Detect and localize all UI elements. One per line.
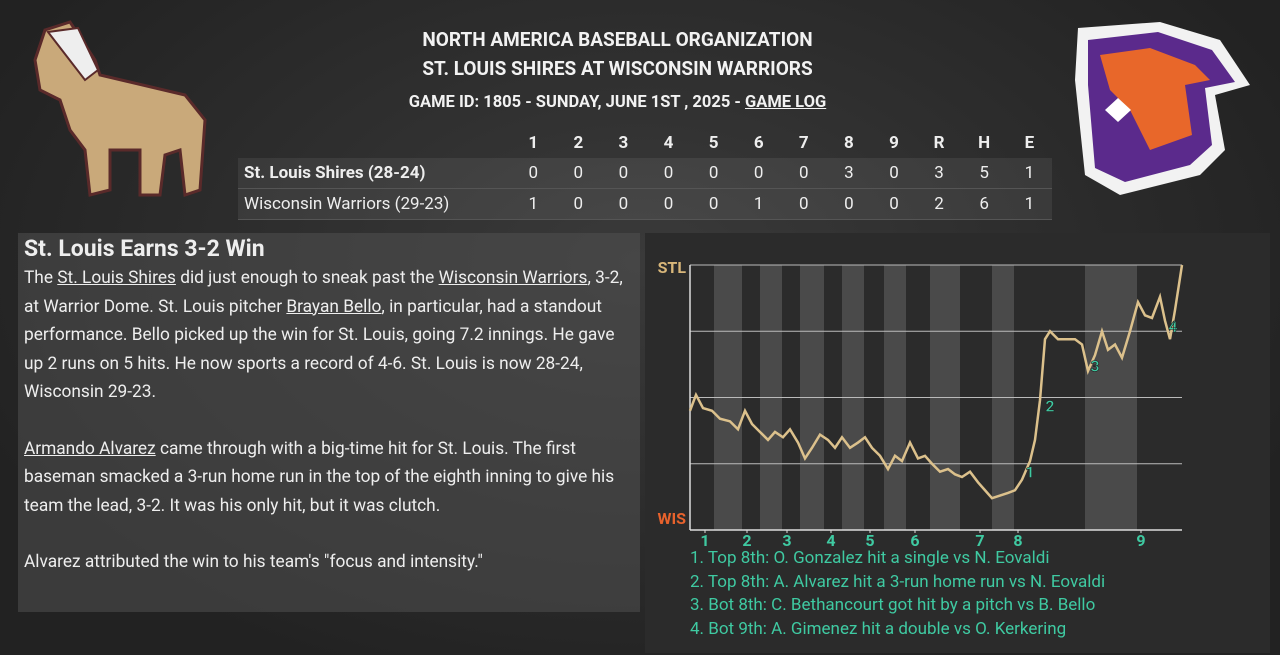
box-cell: 0 xyxy=(663,194,674,214)
x-tick-label: 7 xyxy=(975,531,984,550)
box-cell: 1 xyxy=(753,194,764,214)
play-note: 3. Bot 8th: C. Bethancourt got hit by a … xyxy=(690,595,1096,615)
box-cell: 1 xyxy=(1024,194,1035,214)
bird-logo xyxy=(1075,22,1250,195)
horse-logo xyxy=(33,20,207,198)
box-cell: 0 xyxy=(799,163,809,183)
event-marker: 3 xyxy=(1090,357,1099,376)
team-name: St. Louis Shires (28-24) xyxy=(244,163,426,183)
column-header: E xyxy=(1024,133,1035,153)
column-header: R xyxy=(933,133,945,153)
column-header: 6 xyxy=(753,133,764,153)
text-run: Alvarez attributed the win to his team's… xyxy=(24,552,483,572)
y-tick-label: STL xyxy=(658,258,687,277)
league-title: NORTH AMERICA BASEBALL ORGANIZATION xyxy=(422,28,813,51)
paragraph: The St. Louis Shires did just enough to … xyxy=(24,264,634,407)
link[interactable]: Brayan Bello xyxy=(286,296,382,317)
win-probability-line xyxy=(688,264,1184,500)
x-tick-label: 5 xyxy=(865,531,874,550)
box-cell: 0 xyxy=(573,194,584,214)
x-tick-label: 6 xyxy=(910,531,919,550)
x-tick-label: 8 xyxy=(1013,531,1022,550)
box-cell: 0 xyxy=(708,194,719,214)
box-cell: 0 xyxy=(663,163,674,183)
box-cell: 0 xyxy=(889,194,899,214)
box-cell: 0 xyxy=(753,163,764,183)
paragraph: Alvarez attributed the win to his team's… xyxy=(24,548,634,577)
text-run: came through with a big-time hit for St.… xyxy=(24,438,615,516)
box-cell: 0 xyxy=(844,194,854,214)
event-marker: 4 xyxy=(1168,317,1177,336)
box-row: St. Louis Shires (28-24) 0 0 0 0 0 0 0 3 0 3 5 1 xyxy=(238,158,1052,189)
article: St. Louis Earns 3-2 Win The St. Louis Sh… xyxy=(18,233,640,612)
matchup-title: ST. LOUIS SHIRES AT WISCONSIN WARRIORS xyxy=(422,57,813,80)
x-tick-label: 3 xyxy=(782,531,791,550)
x-tick-label: 2 xyxy=(742,531,751,550)
link[interactable]: Armando Alvarez xyxy=(24,438,156,459)
box-cell: 1 xyxy=(1024,163,1035,183)
box-cell: 0 xyxy=(528,163,539,183)
link[interactable]: Wisconsin Warriors xyxy=(438,268,588,288)
event-marker: 2 xyxy=(1045,396,1054,415)
box-cell: 0 xyxy=(618,163,629,183)
text-run: The xyxy=(24,268,58,288)
event-marker: 1 xyxy=(1025,463,1034,482)
box-cell: 5 xyxy=(979,163,989,183)
team-name: Wisconsin Warriors (29-23) xyxy=(244,194,450,214)
game-info-text: GAME ID: 1805 - SUNDAY, JUNE 1ST , 2025 … xyxy=(408,93,746,112)
game-info: GAME ID: 1805 - SUNDAY, JUNE 1ST , 2025 … xyxy=(300,93,935,112)
box-cell: 0 xyxy=(618,194,629,214)
text-run: did just enough to sneak past the xyxy=(175,268,439,288)
box-header-row: 1 2 3 4 5 6 7 8 9 R H E xyxy=(238,128,1052,158)
box-cell: 3 xyxy=(844,163,854,183)
box-cell: 1 xyxy=(528,194,539,214)
box-score: 1 2 3 4 5 6 7 8 9 R H E St. Louis Shires (28-24) 0 0 0 0… xyxy=(238,128,1052,220)
box-row: Wisconsin Warriors (29-23) 1 0 0 0 0 1 0 0 0 2 6 1 xyxy=(238,188,1052,220)
column-header: 7 xyxy=(798,133,809,153)
column-header: H xyxy=(978,133,991,153)
box-cell: 6 xyxy=(979,194,989,214)
link[interactable]: St. Louis Shires xyxy=(57,268,176,288)
column-header: 9 xyxy=(889,133,899,153)
column-header: 3 xyxy=(618,133,629,153)
play-notes: 1. Top 8th: O. Gonzalez hit a single vs … xyxy=(690,547,1105,641)
team-header xyxy=(238,128,511,158)
y-tick-label: WIS xyxy=(657,509,686,528)
box-cell: 2 xyxy=(934,194,944,214)
text-run: , in particular, had a standout performa… xyxy=(24,296,615,403)
box-cell: 0 xyxy=(573,163,584,183)
box-cell: 0 xyxy=(889,163,899,183)
play-note: 1. Top 8th: O. Gonzalez hit a single vs … xyxy=(690,548,1050,568)
text-run: , 3-2, at Warrior Dome. St. Louis pitche… xyxy=(24,268,623,317)
play-note: 2. Top 8th: A. Alvarez hit a 3-run home … xyxy=(690,571,1106,592)
column-header: 1 xyxy=(528,133,539,153)
column-header: 8 xyxy=(844,133,854,153)
box-cell: 0 xyxy=(799,194,809,214)
box-cell: 0 xyxy=(708,163,719,183)
column-header: 2 xyxy=(573,133,584,153)
headline: St. Louis Earns 3-2 Win xyxy=(24,235,265,262)
x-tick-label: 9 xyxy=(1136,531,1145,550)
x-tick-label: 1 xyxy=(700,531,709,550)
paragraph: Armando Alvarez came through with a big-… xyxy=(24,435,634,521)
column-header: 5 xyxy=(708,133,719,153)
column-header: 4 xyxy=(663,133,674,153)
x-tick-label: 4 xyxy=(826,531,835,550)
game-log-link[interactable]: GAME LOG xyxy=(745,93,827,112)
play-note: 4. Bot 9th: A. Gimenez hit a double vs O… xyxy=(690,618,1067,639)
box-cell: 3 xyxy=(934,163,944,183)
